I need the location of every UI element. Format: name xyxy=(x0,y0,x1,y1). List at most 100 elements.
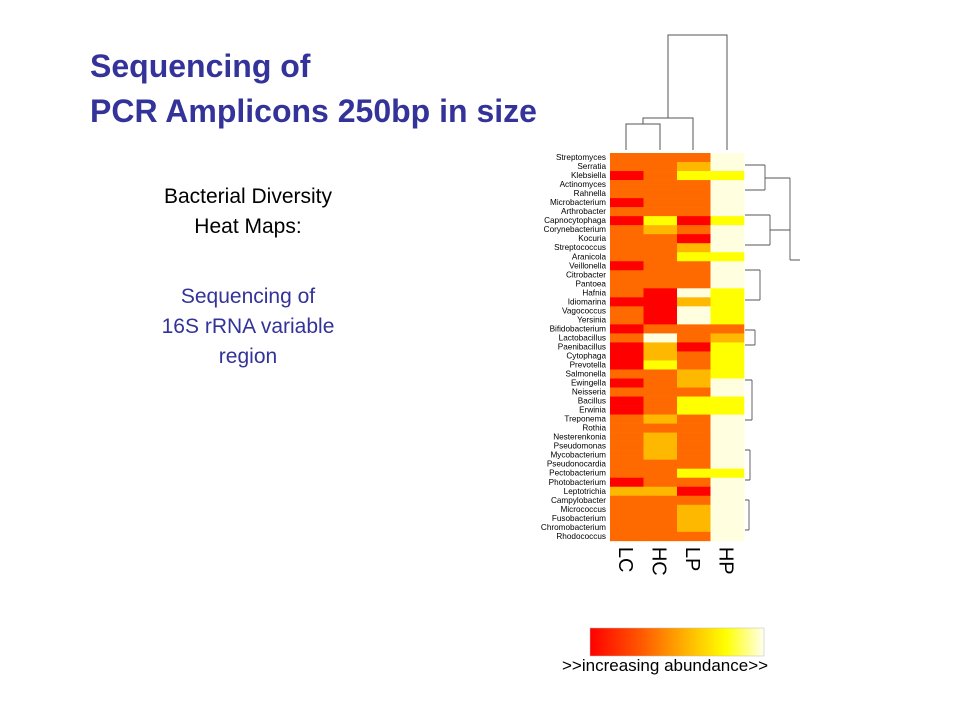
heatmap-cell-arthrobacter-lc xyxy=(610,207,644,217)
row-label-pantoea: Pantoea xyxy=(575,279,606,288)
row-dendrogram-top xyxy=(745,164,800,261)
heatmap-cell-rothia-lp xyxy=(677,423,711,433)
column-dendrogram-branch-lp xyxy=(642,117,694,150)
heatmap-cell-pectobacterium-hc xyxy=(643,468,678,479)
heatmap-cell-pantoea-lp xyxy=(677,279,711,289)
heatmap-cell-rothia-hp xyxy=(710,423,745,433)
heatmap-cell-treponema-hc xyxy=(643,414,678,424)
heatmap-cell-fusobacterium-lp xyxy=(677,513,711,524)
heatmap-cell-yersinia-hp xyxy=(710,315,745,325)
heatmap-cell-serratia-lc xyxy=(610,162,644,172)
heatmap-cell-bacillus-hc xyxy=(643,396,678,406)
heatmap-cell-klebsiella-lp xyxy=(677,171,711,181)
heatmap-cell-rhodococcus-lp xyxy=(677,531,711,542)
heatmap-cell-neisseria-hp xyxy=(710,387,745,397)
heatmap-cell-veillonella-lp xyxy=(677,261,711,271)
heatmap-cell-bifidobacterium-hc xyxy=(643,324,678,334)
heatmap-cell-corynebacterium-lp xyxy=(677,225,711,235)
row-label-chromobacterium: Chromobacterium xyxy=(541,523,606,532)
heatmap-cell-treponema-hp xyxy=(710,414,745,424)
row-label-pseudonocardia: Pseudonocardia xyxy=(547,460,607,469)
heatmap-cell-lactobacillus-hc xyxy=(643,333,678,343)
note-line-1: Sequencing of xyxy=(180,285,316,308)
heatmap-cell-lactobacillus-hp xyxy=(710,333,745,343)
row-label-treponema: Treponema xyxy=(564,415,606,424)
row-label-arthrobacter: Arthrobacter xyxy=(561,207,606,216)
row-label-fusobacterium: Fusobacterium xyxy=(552,514,606,523)
row-label-streptomyces: Streptomyces xyxy=(556,153,606,162)
heatmap-cell-pseudomonas-lp xyxy=(677,441,711,451)
heatmap-cell-salmonella-hp xyxy=(710,369,745,379)
heatmap-cell-yersinia-lc xyxy=(610,315,644,325)
heatmap-cell-klebsiella-hp xyxy=(710,171,745,181)
heatmap-cell-treponema-lc xyxy=(610,414,644,424)
heatmap-cell-ewingella-lp xyxy=(677,378,711,388)
row-label-cytophaga: Cytophaga xyxy=(566,351,606,360)
heatmap-cell-aranicola-lp xyxy=(677,252,711,262)
heatmap-cell-campylobacter-hp xyxy=(710,495,745,506)
column-dendrogram xyxy=(625,34,728,150)
row-dendrogram-lower xyxy=(745,379,753,531)
heatmap-cell-pectobacterium-hp xyxy=(710,468,745,479)
heatmap-cell-micrococcus-hp xyxy=(710,504,745,515)
heatmap-cell-aranicola-hc xyxy=(643,252,678,262)
heatmap-cell-streptococcus-lc xyxy=(610,243,644,253)
heatmap-cell-campylobacter-lp xyxy=(677,495,711,506)
heatmap-cell-leptotrichia-lp xyxy=(677,486,711,497)
column-label-lc: LC xyxy=(614,547,636,573)
heatmap-cell-citrobacter-lp xyxy=(677,270,711,280)
heatmap-cell-kocuria-lp xyxy=(677,234,711,244)
heatmap-cell-cytophaga-lp xyxy=(677,351,711,361)
heatmap-cell-rahnella-hc xyxy=(643,189,678,199)
row-label-rothia: Rothia xyxy=(582,424,606,433)
row-labels: StreptomycesSerratiaKlebsiellaActinomyce… xyxy=(541,153,607,541)
heatmap-cell-yersinia-lp xyxy=(677,315,711,325)
heatmap-cell-streptomyces-hp xyxy=(710,153,745,163)
row-label-rahnella: Rahnella xyxy=(574,189,607,198)
heatmap-cell-neisseria-hc xyxy=(643,387,678,397)
row-label-microbacterium: Microbacterium xyxy=(550,198,606,207)
heatmap-cell-capnocytophaga-lc xyxy=(610,216,644,226)
heatmap-cell-micrococcus-lp xyxy=(677,504,711,515)
row-label-vagococcus: Vagococcus xyxy=(562,306,606,315)
heatmap-cell-neisseria-lc xyxy=(610,387,644,397)
heatmap-cell-photobacterium-lp xyxy=(677,477,711,488)
heatmap-cell-prevotella-lp xyxy=(677,360,711,370)
heatmap-cell-pseudonocardia-lp xyxy=(677,459,711,469)
row-label-veillonella: Veillonella xyxy=(569,261,606,270)
heatmap-cell-arthrobacter-lp xyxy=(677,207,711,217)
heatmap-cell-campylobacter-hc xyxy=(643,495,678,506)
heatmap-cell-streptococcus-hp xyxy=(710,243,745,253)
heatmap-cell-microbacterium-lc xyxy=(610,198,644,208)
column-labels: LC HC LP HP xyxy=(614,547,737,576)
heatmap-cell-pseudomonas-hp xyxy=(710,441,745,451)
row-label-neisseria: Neisseria xyxy=(572,388,607,397)
heatmap-cell-cytophaga-hp xyxy=(710,351,745,361)
heatmap-cell-kocuria-hc xyxy=(643,234,678,244)
heatmap-cell-vagococcus-hp xyxy=(710,306,745,316)
heatmap-cell-rahnella-lc xyxy=(610,189,644,199)
heatmap-cell-mycobacterium-lc xyxy=(610,450,644,460)
heatmap-cell-capnocytophaga-hc xyxy=(643,216,678,226)
heatmap-cell-erwinia-lp xyxy=(677,405,711,415)
row-label-yersinia: Yersinia xyxy=(577,315,606,324)
heatmap-cell-aranicola-hp xyxy=(710,252,745,262)
heatmap-cell-hafnia-hc xyxy=(643,288,678,298)
heatmap-cell-pseudomonas-hc xyxy=(643,441,678,451)
slide-title: Sequencing of PCR Amplicons 250bp in siz… xyxy=(90,44,537,134)
row-label-aranicola: Aranicola xyxy=(572,252,607,261)
heatmap-cell-photobacterium-hc xyxy=(643,477,678,488)
row-label-paenibacillus: Paenibacillus xyxy=(558,342,606,351)
heatmap-cell-paenibacillus-lp xyxy=(677,342,711,352)
heatmap-cell-bifidobacterium-lp xyxy=(677,324,711,334)
heatmap-cell-cytophaga-lc xyxy=(610,351,644,361)
row-label-corynebacterium: Corynebacterium xyxy=(544,225,607,234)
heatmap-cell-hafnia-hp xyxy=(710,288,745,298)
heatmap-cell-leptotrichia-lc xyxy=(610,486,644,497)
heatmap-cell-rahnella-lp xyxy=(677,189,711,199)
heatmap-cell-arthrobacter-hc xyxy=(643,207,678,217)
row-label-actinomyces: Actinomyces xyxy=(560,180,606,189)
row-label-bacillus: Bacillus xyxy=(578,397,606,406)
heatmap-cell-lactobacillus-lc xyxy=(610,333,644,343)
row-label-hafnia: Hafnia xyxy=(582,288,606,297)
